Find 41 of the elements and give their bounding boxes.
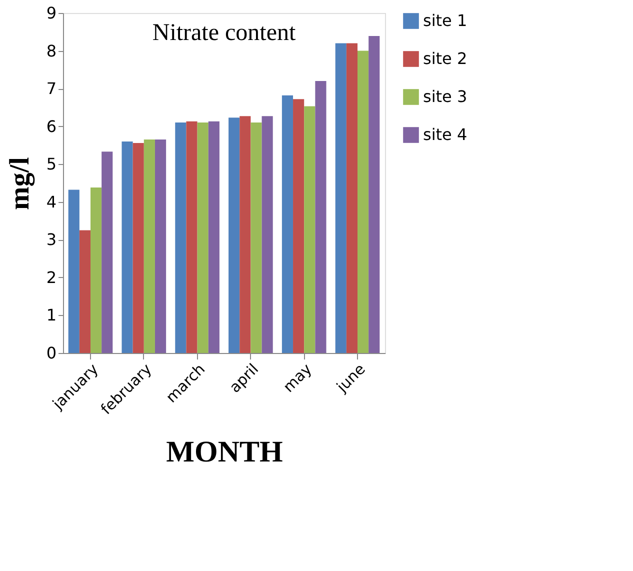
bar: [90, 188, 102, 353]
bar: [304, 106, 316, 353]
bar: [197, 122, 208, 353]
x-axis-title: MONTH: [166, 435, 283, 468]
y-tick-label: 2: [46, 268, 56, 287]
bar: [144, 140, 155, 353]
bar: [79, 230, 90, 353]
y-tick-label: 8: [46, 41, 56, 60]
y-tick-label: 5: [46, 154, 56, 174]
bar: [262, 116, 273, 353]
y-tick-label: 4: [46, 192, 56, 212]
chart-title: Nitrate content: [152, 20, 296, 46]
y-tick-label: 1: [46, 306, 56, 325]
bar: [186, 121, 198, 353]
bar: [293, 99, 304, 353]
bar: [240, 116, 251, 353]
bar: [358, 50, 369, 353]
bar: [335, 43, 346, 353]
bar: [175, 122, 186, 353]
bar: [315, 81, 326, 353]
y-tick-label: 9: [46, 4, 56, 22]
legend-label: site 2: [423, 49, 468, 68]
bar: [122, 141, 133, 353]
y-tick-label: 6: [46, 116, 56, 136]
y-axis-title: mg/l: [4, 156, 36, 210]
y-tick-label: 3: [46, 230, 56, 250]
bar: [368, 36, 380, 353]
bar: [68, 190, 80, 353]
y-tick-label: 0: [46, 344, 56, 362]
bar: [282, 95, 294, 353]
y-tick-label: 7: [46, 79, 56, 98]
bar: [154, 140, 166, 353]
legend-label: site 4: [423, 125, 468, 144]
bar: [228, 118, 240, 353]
legend-label: site 1: [423, 11, 468, 30]
bar: [250, 122, 262, 353]
bar: [132, 142, 144, 353]
legend-label: site 3: [423, 87, 468, 106]
bar: [346, 43, 358, 353]
bar: [102, 152, 113, 353]
bar: [208, 121, 220, 353]
